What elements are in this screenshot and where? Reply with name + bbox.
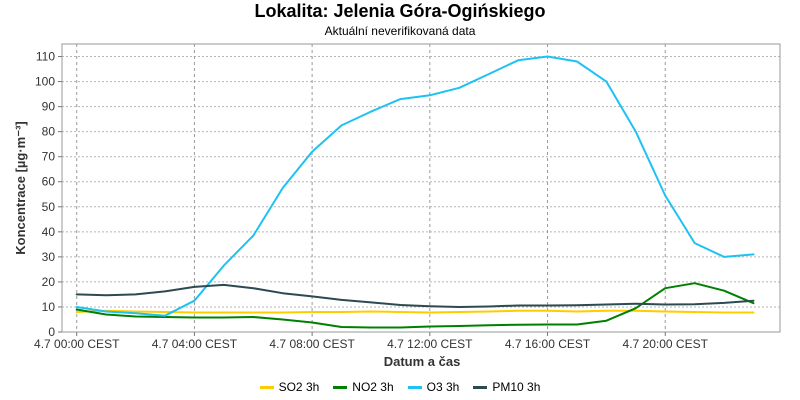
y-tick-label: 10 [42, 300, 56, 314]
x-tick-label: 4.7 00:00 CEST [34, 337, 120, 351]
legend-swatch [333, 385, 348, 389]
y-tick-label: 80 [42, 125, 56, 139]
y-tick-label: 90 [42, 100, 56, 114]
y-tick-label: 20 [42, 275, 56, 289]
chart-subtitle: Aktuální neverifikovaná data [324, 24, 476, 38]
y-tick-label: 60 [42, 175, 56, 189]
series-line-so2 [75, 309, 755, 314]
series-line-pm10 [75, 283, 755, 308]
legend-label: PM10 3h [492, 380, 541, 394]
y-axis-label: Koncentrace [µg·m⁻³] [13, 121, 28, 255]
y-tick-label: 50 [42, 200, 56, 214]
chart-title: Lokalita: Jelenia Góra-Ogińskiego [254, 1, 546, 21]
legend: SO2 3h NO2 3h O3 3h PM10 3h [0, 380, 800, 394]
x-tick-label: 4.7 08:00 CEST [269, 337, 355, 351]
x-tick-label: 4.7 20:00 CEST [623, 337, 709, 351]
series-lines [75, 55, 755, 329]
x-tick-label: 4.7 12:00 CEST [387, 337, 473, 351]
y-tick-label: 40 [42, 225, 56, 239]
y-tick-label: 100 [35, 75, 55, 89]
grid [62, 44, 780, 333]
y-tick-label: 110 [36, 50, 55, 64]
x-axis-label: Datum a čas [384, 354, 461, 369]
legend-item: SO2 3h [259, 380, 320, 394]
legend-item: PM10 3h [473, 380, 540, 394]
legend-item: O3 3h [407, 380, 460, 394]
legend-swatch [473, 385, 488, 389]
y-tick-label: 70 [42, 150, 56, 164]
legend-swatch [407, 385, 422, 389]
y-tick-label: 30 [42, 250, 56, 264]
legend-label: NO2 3h [352, 380, 394, 394]
x-tick-label: 4.7 04:00 CEST [152, 337, 238, 351]
axes: 0 10 20 30 40 50 60 70 80 90 100 110 4.7 00:00 CEST 4… [34, 43, 781, 351]
plot-area [61, 43, 781, 333]
y-tick-label: 0 [48, 325, 55, 339]
legend-label: O3 3h [426, 380, 460, 394]
series-line-no2 [75, 282, 755, 329]
legend-item: NO2 3h [333, 380, 394, 394]
legend-swatch [259, 385, 274, 389]
series-line-o3 [75, 55, 755, 317]
legend-label: SO2 3h [278, 380, 320, 394]
x-tick-label: 4.7 16:00 CEST [505, 337, 591, 351]
